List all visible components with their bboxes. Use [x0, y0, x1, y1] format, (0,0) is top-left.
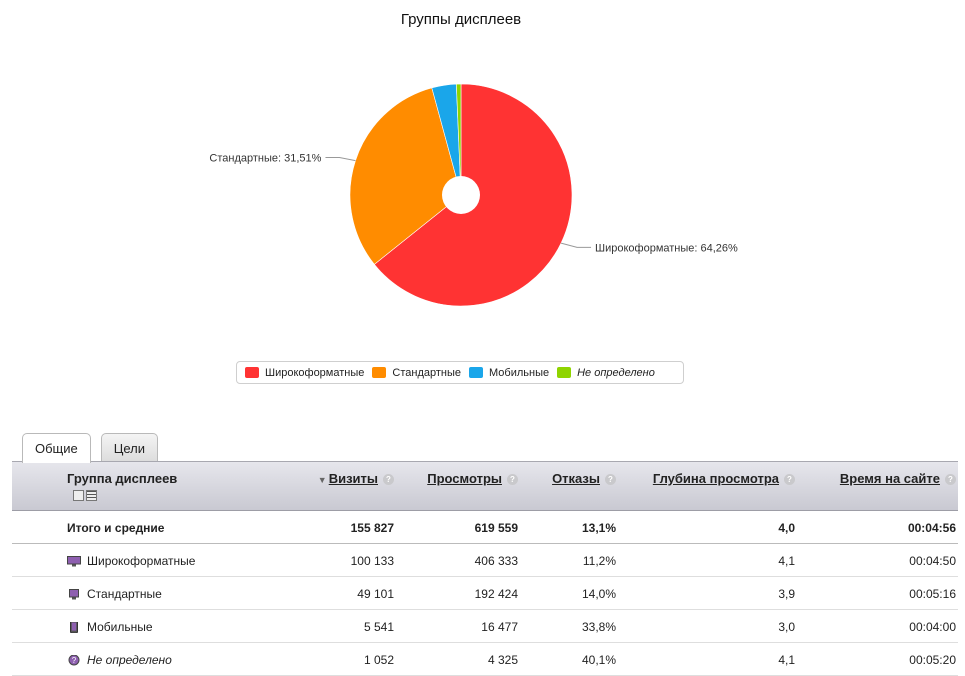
row-time: 00:04:50: [909, 554, 956, 568]
row-depth: 3,9: [778, 587, 795, 601]
header-visits-link[interactable]: Визиты: [328, 471, 378, 486]
row-views: 16 477: [481, 620, 518, 634]
page-title: Группы дисплеев: [400, 11, 522, 28]
pie-slice-1[interactable]: [349, 87, 462, 265]
table-row[interactable]: Мобильные 5 541 16 477 33,8% 3,0 00:04:0…: [12, 610, 958, 643]
pie-slice-label-0: Широкоформатные: 64,26%: [595, 242, 738, 254]
legend-label: Широкоформатные: [265, 366, 365, 379]
row-visits: 49 101: [357, 587, 394, 601]
total-views: 619 559: [474, 521, 518, 535]
row-label: Не определено: [87, 653, 172, 667]
row-bounce: 11,2%: [582, 554, 616, 568]
tab-goals[interactable]: Цели: [100, 433, 159, 462]
total-time: 00:04:56: [907, 521, 956, 535]
row-bounce: 14,0%: [581, 587, 616, 601]
header-bounce-link[interactable]: Отказы: [552, 471, 600, 486]
total-depth: 4,0: [778, 521, 795, 535]
row-time: 00:05:20: [909, 653, 956, 667]
pie-slice-label-1: Стандартные: 31,51%: [209, 153, 321, 165]
row-visits: 5 541: [363, 620, 394, 634]
pie-slice-3[interactable]: [456, 83, 462, 196]
total-visits: 155 827: [350, 521, 394, 535]
table-row-total: Итого и средние 155 827 619 559 13,1% 4,…: [12, 511, 958, 544]
legend-item-undefined[interactable]: Не определено: [557, 367, 655, 379]
header-views[interactable]: Просмотры?: [427, 471, 518, 486]
row-views: 192 424: [474, 587, 518, 601]
header-time[interactable]: Время на сайте?: [840, 471, 956, 486]
table-header: Группа дисплеев ▼ Визиты? Просмотры? Отка…: [12, 461, 958, 511]
header-group-label: Группа дисплеев: [67, 471, 178, 486]
mobile-device-icon: [70, 621, 78, 633]
filter-icon[interactable]: [73, 490, 84, 501]
row-depth: 3,0: [778, 620, 795, 634]
row-name[interactable]: Мобильные: [67, 620, 153, 634]
header-views-link[interactable]: Просмотры: [427, 471, 502, 486]
row-bounce: 33,8%: [581, 620, 616, 634]
stats-table: Группа дисплеев ▼ Визиты? Просмотры? Отка…: [12, 461, 958, 676]
legend-label: Стандартные: [392, 366, 461, 379]
help-icon[interactable]: ?: [784, 474, 795, 485]
row-name[interactable]: ? Не определено: [67, 653, 172, 667]
header-depth[interactable]: Глубина просмотра?: [653, 471, 795, 486]
legend-item-standard[interactable]: Стандартные: [372, 367, 461, 379]
header-depth-link[interactable]: Глубина просмотра: [652, 471, 779, 486]
table-row[interactable]: ? Не определено 1 052 4 325 40,1% 4,1 00…: [12, 643, 958, 676]
header-visits[interactable]: ▼ Визиты?: [318, 471, 394, 486]
standard-monitor-icon: [69, 588, 79, 599]
row-visits: 1 052: [363, 653, 394, 667]
pie-chart: Широкоформатные: 64,26% Стандартные: 31,5…: [209, 83, 738, 307]
legend-swatch-mobile: [469, 367, 483, 378]
row-time: 00:05:16: [909, 587, 956, 601]
widescreen-monitor-icon: [67, 555, 81, 566]
row-name[interactable]: Стандартные: [67, 587, 162, 601]
total-name: Итого и средние: [67, 521, 165, 535]
legend-label: Мобильные: [489, 366, 550, 379]
row-time: 00:04:00: [909, 620, 956, 634]
header-bounce[interactable]: Отказы?: [552, 471, 616, 486]
row-depth: 4,1: [778, 653, 795, 667]
pie-label-connector-0: [560, 242, 592, 248]
legend-swatch-standard: [372, 367, 387, 378]
table-row[interactable]: Широкоформатные 100 133 406 333 11,2% 4,…: [12, 544, 958, 577]
tab-general[interactable]: Общие: [22, 433, 91, 463]
row-bounce: 40,1%: [581, 653, 616, 667]
row-views: 406 333: [474, 554, 518, 568]
header-time-link[interactable]: Время на сайте: [839, 471, 940, 486]
help-icon[interactable]: ?: [383, 474, 394, 485]
list-view-icon[interactable]: [86, 490, 97, 501]
legend-item-mobile[interactable]: Мобильные: [469, 367, 549, 379]
row-label: Стандартные: [87, 587, 162, 601]
legend-label: Не определено: [577, 366, 655, 379]
row-label: Мобильные: [87, 620, 153, 634]
table-row[interactable]: Стандартные 49 101 192 424 14,0% 3,9 00:…: [12, 577, 958, 610]
svg-text:?: ?: [72, 656, 77, 665]
row-label: Широкоформатные: [87, 554, 196, 568]
legend-swatch-undefined: [557, 367, 572, 378]
row-visits: 100 133: [350, 554, 394, 568]
header-tools: [73, 490, 99, 501]
pie-label-connector-1: [325, 157, 356, 162]
header-group: Группа дисплеев: [67, 471, 177, 486]
legend-item-widescreen[interactable]: Широкоформатные: [245, 367, 364, 379]
row-depth: 4,1: [778, 554, 795, 568]
total-bounce: 13,1%: [581, 521, 616, 535]
tab-bar: Общие Цели: [22, 433, 168, 463]
sort-desc-icon: ▼: [317, 475, 327, 485]
help-icon[interactable]: ?: [945, 474, 956, 485]
legend-swatch-widescreen: [245, 367, 259, 378]
unknown-device-icon: ?: [68, 654, 80, 665]
help-icon[interactable]: ?: [605, 474, 616, 485]
help-icon[interactable]: ?: [507, 474, 518, 485]
chart-legend: Широкоформатные Стандартные Мобильные Не…: [236, 361, 684, 384]
row-name[interactable]: Широкоформатные: [67, 554, 195, 568]
pie-center-hole: [442, 176, 480, 214]
row-views: 4 325: [487, 653, 518, 667]
